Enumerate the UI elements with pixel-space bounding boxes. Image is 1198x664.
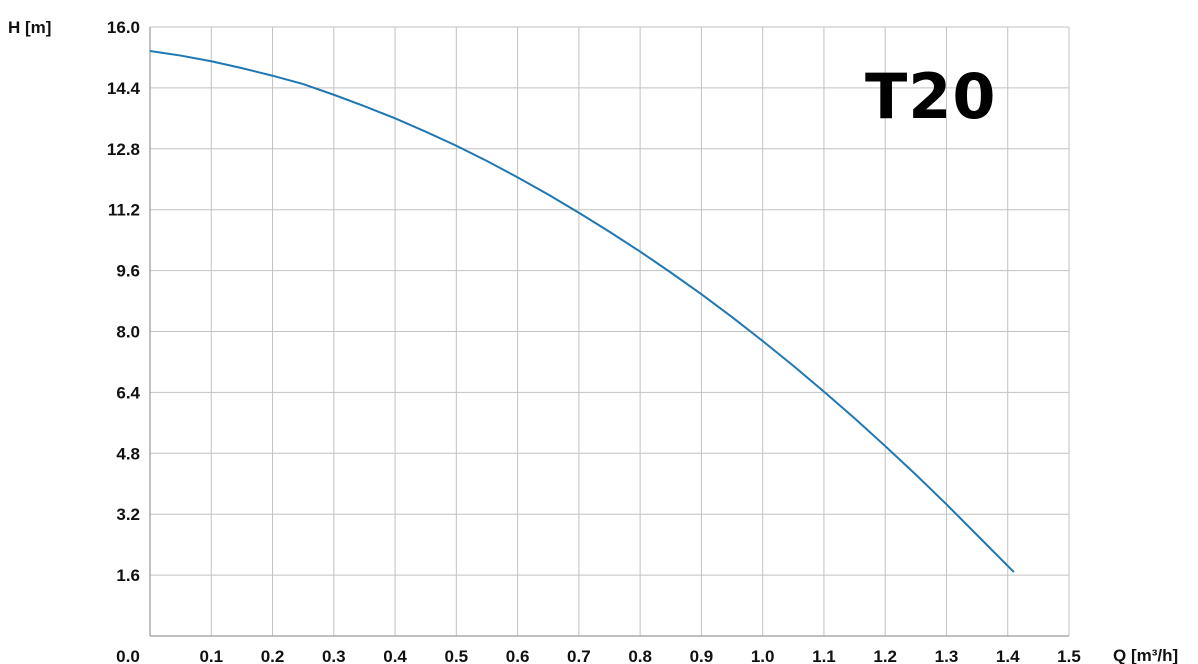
x-tick-label: 0.8 (628, 647, 652, 664)
axes (149, 27, 1069, 637)
x-tick-label: 0.7 (567, 647, 591, 664)
y-tick-label: 16.0 (107, 18, 140, 37)
grid (150, 26, 1070, 636)
y-tick-label: 1.6 (116, 566, 140, 585)
x-axis-label: Q [m³/h] (1113, 646, 1178, 664)
x-tick-label: 1.2 (873, 647, 897, 664)
y-tick-label: 3.2 (116, 505, 140, 524)
x-tick-label: 0.5 (445, 647, 469, 664)
x-tick-label: 0.1 (199, 647, 223, 664)
x-tick-label: 1.3 (935, 647, 959, 664)
x-tick-label: 0.2 (261, 647, 285, 664)
x-tick-label: 0.0 (116, 647, 140, 664)
y-tick-label: 12.8 (107, 140, 140, 159)
y-tick-label: 6.4 (116, 383, 140, 402)
series-line-0 (149, 49, 1015, 573)
x-tick-label: 0.6 (506, 647, 530, 664)
series-group (149, 49, 1015, 573)
x-tick-labels: 0.0 0.1 0.2 0.3 0.4 0.5 0.6 0.7 0.8 0.9 1.0 1.1 1.2 1… (116, 647, 1081, 664)
y-axis-label: H [m] (8, 18, 51, 37)
y-tick-label: 4.8 (116, 444, 140, 463)
y-tick-labels: 16.0 14.4 12.8 11.2 9.6 8.0 6.4 4.8 3.2 1.6 (107, 18, 141, 585)
x-tick-label: 0.4 (383, 647, 407, 664)
chart-title: T20 (865, 60, 997, 133)
y-tick-label: 8.0 (116, 323, 140, 342)
x-tick-label: 0.3 (322, 647, 346, 664)
y-tick-label: 9.6 (116, 262, 140, 281)
x-tick-label: 1.5 (1057, 647, 1081, 664)
x-tick-label: 1.1 (812, 647, 836, 664)
x-tick-label: 0.9 (690, 647, 714, 664)
y-tick-label: 11.2 (108, 201, 140, 220)
y-tick-label: 14.4 (107, 79, 141, 98)
x-tick-label: 1.0 (751, 647, 775, 664)
x-tick-label: 1.4 (996, 647, 1020, 664)
